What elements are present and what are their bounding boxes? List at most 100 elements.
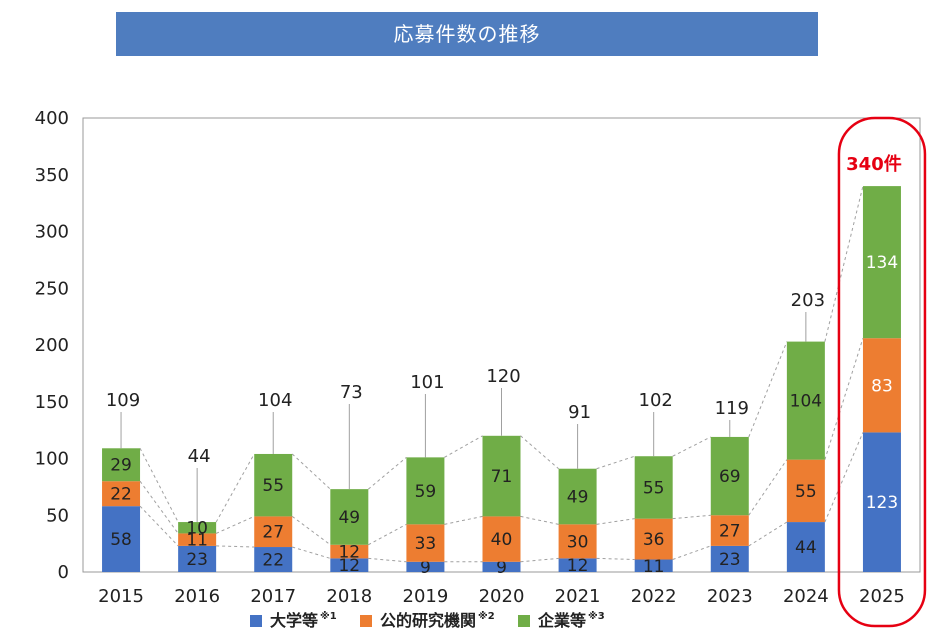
bar-segment — [558, 558, 597, 572]
bar-segment — [178, 545, 217, 572]
x-tick-label: 2021 — [555, 586, 601, 607]
bar-segment — [254, 453, 293, 517]
connector-line — [672, 545, 711, 560]
bar-segment — [634, 559, 673, 572]
x-tick-label: 2022 — [631, 586, 677, 607]
connector-line — [520, 557, 559, 563]
connector-line — [672, 436, 711, 457]
segment-value-label: 134 — [866, 253, 898, 273]
segment-value-label: 29 — [110, 456, 132, 476]
y-tick-label: 200 — [35, 335, 69, 356]
bar-segment — [330, 489, 369, 545]
legend-label: 大学等 — [270, 611, 318, 630]
y-tick-label: 150 — [35, 392, 69, 413]
legend-swatch — [360, 615, 372, 627]
segment-value-label: 27 — [719, 522, 741, 542]
connector-line — [215, 453, 255, 523]
connector-line — [291, 453, 331, 490]
y-tick-label: 250 — [35, 278, 69, 299]
connector-line — [596, 455, 635, 470]
connector-line — [291, 515, 331, 546]
x-tick-label: 2018 — [326, 586, 372, 607]
x-tick-label: 2019 — [403, 586, 449, 607]
bar-segment — [482, 435, 521, 517]
bar-segment — [786, 459, 825, 523]
connector-line — [596, 557, 635, 561]
bar-segment — [786, 341, 825, 460]
y-tick-label: 50 — [46, 505, 69, 526]
segment-value-label: 23 — [186, 550, 208, 570]
segment-value-label: 55 — [643, 478, 665, 498]
segment-value-label: 49 — [338, 508, 360, 528]
connector-line — [444, 435, 483, 458]
segment-value-label: 23 — [719, 550, 741, 570]
connector-line — [824, 338, 864, 460]
total-value-label: 109 — [106, 390, 140, 411]
bar-segment — [862, 338, 901, 433]
bar-segment — [482, 561, 521, 572]
connector-line — [824, 432, 864, 523]
segment-value-label: 12 — [338, 543, 360, 563]
legend-label: 企業等 — [537, 611, 586, 630]
segment-value-label: 9 — [496, 558, 507, 578]
bar-segment — [178, 522, 217, 534]
bar-segment — [102, 506, 141, 572]
bar-segment — [102, 481, 141, 507]
segment-value-label: 36 — [643, 530, 665, 550]
segment-value-label: 12 — [567, 556, 589, 576]
segment-value-label: 12 — [338, 556, 360, 576]
total-value-label: 120 — [486, 366, 520, 387]
connector-line — [139, 448, 179, 523]
segment-value-label: 58 — [110, 530, 132, 550]
segment-value-label: 59 — [415, 482, 437, 502]
segment-value-label: 11 — [643, 557, 665, 577]
y-tick-label: 100 — [35, 449, 69, 470]
connector-line — [520, 515, 559, 525]
bar-segment — [862, 432, 901, 572]
bar-segment — [786, 522, 825, 572]
x-tick-label: 2016 — [174, 586, 220, 607]
bar-segment — [862, 186, 901, 339]
connector-line — [748, 459, 788, 516]
bar-segment — [634, 456, 673, 519]
legend-footnote-mark: ※2 — [478, 610, 495, 622]
bar-segment — [330, 544, 369, 559]
segment-value-label: 123 — [866, 493, 898, 513]
bar-segment — [254, 547, 293, 572]
connector-line — [368, 557, 407, 563]
total-value-label: 119 — [715, 398, 749, 419]
segment-value-label: 83 — [871, 376, 893, 396]
bar-segment — [406, 561, 445, 572]
bar-segment — [558, 524, 597, 559]
x-tick-label: 2023 — [707, 586, 753, 607]
connector-line — [216, 545, 255, 548]
bar-segment — [710, 545, 749, 572]
connector-line — [672, 514, 711, 520]
total-value-label: 101 — [410, 372, 444, 393]
bar-segment — [254, 516, 293, 548]
segment-value-label: 71 — [491, 467, 513, 487]
bar-segment — [710, 436, 749, 516]
highlight-total-label: 340件 — [846, 153, 902, 175]
total-value-label: 44 — [188, 446, 211, 467]
connector-line — [292, 546, 331, 559]
connector-line — [368, 523, 407, 546]
legend-footnote-mark: ※1 — [320, 610, 337, 622]
bar-segment — [406, 524, 445, 562]
x-tick-label: 2017 — [250, 586, 296, 607]
x-tick-label: 2020 — [479, 586, 525, 607]
segment-value-label: 22 — [262, 551, 284, 571]
x-tick-label: 2015 — [98, 586, 144, 607]
segment-value-label: 11 — [186, 531, 208, 551]
bar-segment — [710, 515, 749, 546]
segment-value-label: 30 — [567, 532, 589, 552]
total-value-label: 203 — [791, 290, 825, 311]
chart-title: 応募件数の推移 — [116, 12, 818, 56]
segment-value-label: 44 — [795, 538, 817, 558]
segment-value-label: 49 — [567, 488, 589, 508]
legend-label: 公的研究機関 — [380, 611, 476, 630]
segment-value-label: 69 — [719, 467, 741, 487]
legend-swatch — [250, 615, 262, 627]
